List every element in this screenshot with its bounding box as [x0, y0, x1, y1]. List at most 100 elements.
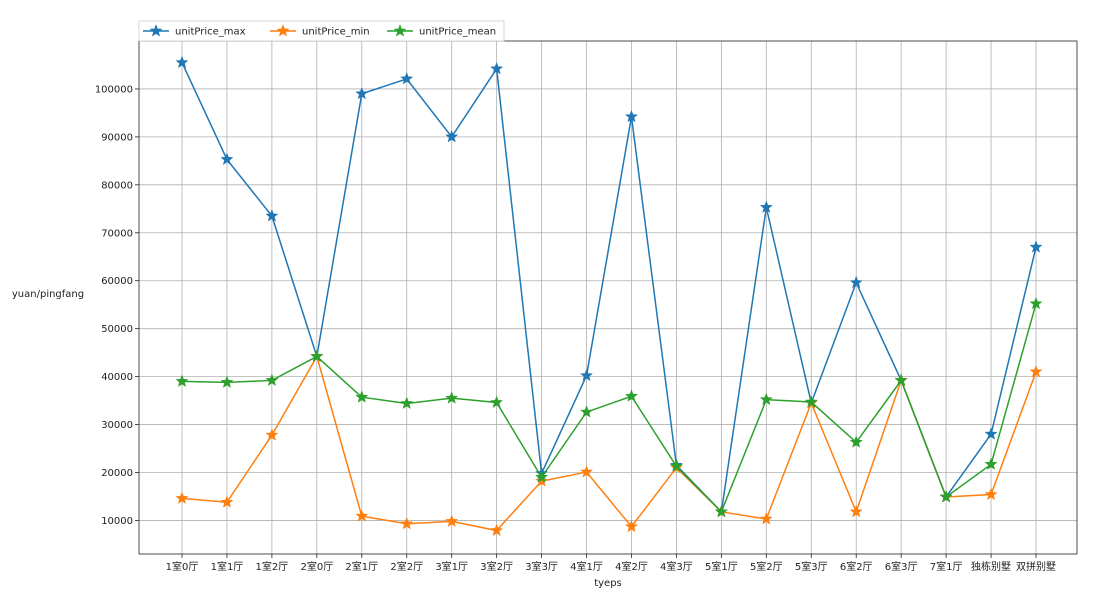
data-point: [400, 396, 414, 410]
legend-marker: [276, 24, 290, 37]
data-point: [220, 152, 234, 166]
data-point: [490, 523, 504, 537]
data-point: [175, 374, 189, 387]
data-point: [265, 209, 279, 222]
data-point: [759, 200, 773, 213]
x-tick-label: 4室1厅: [570, 560, 603, 573]
data-point: [535, 470, 549, 483]
data-point: [400, 516, 414, 530]
y-tick-label: 60000: [101, 276, 133, 287]
legend-label: unitPrice_min: [302, 27, 370, 38]
legend-label: unitPrice_mean: [419, 27, 496, 38]
x-tick-label: 5室1厅: [705, 560, 738, 573]
legend-box: [138, 20, 505, 42]
data-point: [894, 373, 908, 387]
data-point: [220, 375, 234, 388]
y-tick-label: 100000: [95, 84, 133, 95]
y-tick-label: 90000: [101, 132, 133, 143]
grid: [139, 41, 1077, 554]
y-tick-label: 50000: [101, 324, 133, 335]
x-tick-label: 独栋别墅: [971, 560, 1011, 573]
data-point: [669, 459, 683, 472]
x-tick-label: 双拼别墅: [1016, 560, 1056, 573]
legend-entry: unitPrice_min: [270, 24, 370, 38]
x-axis-ticks: 1室0厅 1室1厅 1室2厅 2室0厅 2室1厅 2室2厅 3室1厅 3室2厅 3室3厅 4室1厅…: [166, 554, 1056, 573]
x-tick-label: 5室3厅: [795, 560, 828, 573]
x-axis-label: tyeps: [594, 578, 622, 589]
legend: unitPrice_max unitPrice_min unitPrice_mean: [138, 20, 505, 42]
data-point: [400, 71, 414, 85]
x-tick-label: 2室1厅: [345, 560, 378, 573]
x-tick-label: 1室2厅: [256, 560, 289, 573]
data-point: [759, 392, 773, 406]
series-line: [181, 62, 1037, 514]
data-point: [265, 428, 279, 441]
data-point: [355, 509, 369, 522]
data-point: [1029, 296, 1043, 310]
data-point: [490, 395, 504, 409]
x-tick-label: 6室2厅: [840, 560, 873, 573]
data-point: [535, 474, 549, 487]
data-point: [220, 495, 234, 508]
series-line: [181, 303, 1037, 514]
data-point: [984, 427, 998, 440]
data-point: [939, 490, 953, 503]
plot-frame: [138, 40, 1078, 555]
data-point: [445, 129, 459, 143]
x-tick-label: 3室2厅: [480, 560, 513, 573]
x-tick-label: 4室2厅: [615, 560, 648, 573]
data-point: [849, 504, 863, 518]
x-tick-label: 3室1厅: [435, 560, 468, 573]
data-point: [579, 405, 594, 418]
y-tick-label: 80000: [101, 180, 133, 191]
y-axis-ticks: 10000 20000 30000 40000 50000 60000 70000 80000…: [95, 84, 139, 527]
y-axis-label: yuan/pingfang: [12, 289, 84, 300]
data-point: [445, 514, 459, 527]
legend-entry: unitPrice_mean: [387, 24, 496, 38]
x-tick-label: 5室2厅: [750, 560, 783, 573]
legend-marker: [393, 24, 407, 37]
data-point: [445, 391, 459, 404]
x-tick-label: 4室3厅: [660, 560, 693, 573]
series-unitPrice_mean: [175, 296, 1043, 518]
legend-marker: [149, 24, 163, 37]
data-point: [984, 487, 998, 501]
data-point: [624, 109, 639, 123]
y-tick-label: 70000: [101, 228, 133, 239]
data-point: [624, 389, 639, 402]
data-point: [355, 390, 369, 403]
x-tick-label: 2室2厅: [390, 560, 423, 573]
series-group: [175, 55, 1043, 537]
x-tick-label: 3室3厅: [525, 560, 558, 573]
data-point: [579, 465, 594, 478]
data-point: [175, 55, 189, 69]
series-unitPrice_min: [175, 349, 1043, 537]
data-point: [355, 86, 369, 100]
data-point: [804, 395, 818, 408]
data-point: [1029, 240, 1043, 253]
x-tick-label: 6室3厅: [885, 560, 918, 573]
series-line: [181, 354, 1037, 532]
y-tick-label: 40000: [101, 372, 133, 383]
data-point: [849, 435, 863, 448]
x-tick-label: 7室1厅: [930, 560, 963, 573]
data-point: [310, 349, 324, 363]
data-point: [849, 275, 863, 289]
data-point: [1029, 364, 1043, 378]
data-point: [265, 373, 279, 387]
data-point: [984, 457, 998, 470]
data-point: [490, 61, 504, 75]
legend-entry: unitPrice_max: [143, 24, 246, 38]
data-point: [579, 368, 594, 382]
data-point: [759, 512, 773, 525]
x-tick-label: 1室0厅: [166, 560, 199, 573]
y-tick-label: 10000: [101, 516, 133, 527]
y-tick-label: 30000: [101, 420, 133, 431]
data-point: [714, 504, 728, 518]
data-point: [175, 491, 189, 504]
data-point: [624, 519, 639, 533]
series-unitPrice_max: [175, 55, 1043, 518]
legend-label: unitPrice_max: [175, 27, 246, 38]
x-tick-label: 2室0厅: [300, 560, 333, 573]
